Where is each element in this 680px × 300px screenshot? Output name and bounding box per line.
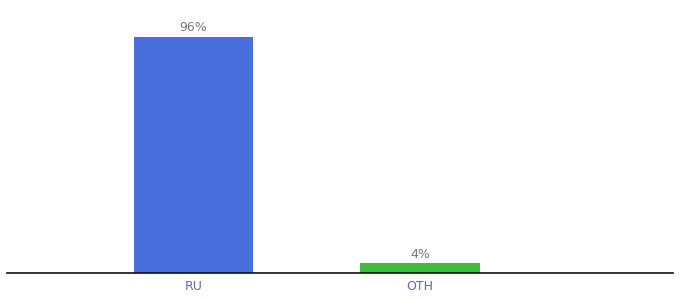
Text: 96%: 96% — [180, 21, 207, 34]
Bar — [360, 263, 480, 273]
Bar — [133, 37, 254, 273]
Text: 4%: 4% — [410, 248, 430, 261]
